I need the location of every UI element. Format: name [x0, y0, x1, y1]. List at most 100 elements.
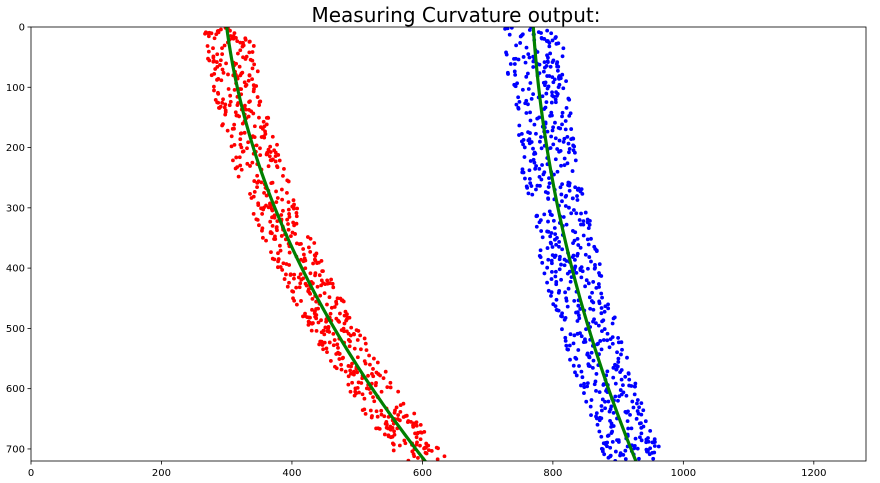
- scatter-point: [299, 299, 303, 303]
- scatter-point: [271, 214, 276, 219]
- scatter-point: [284, 272, 288, 277]
- scatter-point: [577, 316, 582, 321]
- scatter-point: [553, 100, 558, 105]
- scatter-point: [560, 327, 564, 332]
- scatter-point: [290, 289, 295, 294]
- scatter-point: [624, 393, 629, 398]
- scatter-point: [606, 302, 610, 307]
- scatter-point: [557, 267, 562, 272]
- scatter-point: [576, 186, 581, 191]
- scatter-point: [242, 130, 247, 135]
- scatter-point: [434, 445, 439, 450]
- scatter-point: [238, 137, 243, 142]
- scatter-point: [325, 278, 330, 283]
- scatter-point: [556, 64, 561, 69]
- scatter-point: [560, 122, 564, 127]
- scatter-point: [291, 204, 296, 209]
- scatter-point: [547, 181, 552, 186]
- scatter-point: [568, 111, 573, 116]
- scatter-point: [652, 437, 657, 441]
- scatter-point: [573, 158, 578, 163]
- scatter-point: [535, 213, 540, 218]
- scatter-point: [563, 204, 568, 208]
- fit-line-3: [531, 27, 638, 461]
- scatter-point: [553, 304, 558, 309]
- scatter-point: [579, 187, 584, 192]
- scatter-point: [553, 157, 558, 162]
- scatter-point: [366, 373, 370, 378]
- scatter-point: [321, 281, 326, 286]
- scatter-point: [379, 389, 384, 394]
- scatter-point: [292, 298, 297, 303]
- scatter-point: [275, 196, 280, 200]
- scatter-point: [573, 355, 578, 360]
- scatter-point: [519, 132, 524, 136]
- scatter-point: [442, 454, 447, 459]
- scatter-point: [608, 445, 613, 450]
- scatter-point: [564, 79, 568, 83]
- scatter-point: [352, 332, 356, 337]
- scatter-point: [286, 200, 291, 205]
- scatter-point: [393, 408, 397, 413]
- scatter-point: [215, 52, 220, 57]
- scatter-point: [543, 105, 548, 110]
- scatter-point: [308, 271, 313, 276]
- scatter-point: [414, 423, 419, 428]
- scatter-point: [512, 62, 517, 66]
- scatter-point: [548, 51, 553, 56]
- scatter-point: [538, 183, 542, 188]
- scatter-point: [581, 233, 586, 238]
- scatter-point: [540, 94, 545, 99]
- scatter-point: [314, 307, 318, 311]
- scatter-point: [294, 302, 299, 307]
- scatter-point: [610, 335, 615, 340]
- scatter-point: [286, 207, 291, 212]
- scatter-point: [519, 139, 524, 144]
- scatter-point: [232, 122, 237, 127]
- scatter-point: [585, 351, 590, 356]
- scatter-point: [627, 377, 632, 382]
- scatter-point: [560, 182, 565, 187]
- scatter-point: [238, 40, 243, 45]
- scatter-point: [558, 185, 563, 190]
- scatter-point: [307, 290, 312, 295]
- scatter-point: [599, 408, 604, 413]
- scatter-point: [381, 376, 386, 381]
- scatter-point: [388, 380, 393, 385]
- scatter-point: [562, 263, 567, 268]
- scatter-point: [298, 281, 303, 286]
- scatter-point: [348, 389, 353, 394]
- scatter-point: [615, 438, 619, 443]
- scatter-point: [656, 444, 661, 449]
- scatter-point: [594, 321, 598, 326]
- scatter-point: [548, 212, 553, 217]
- scatter-point: [232, 126, 236, 131]
- scatter-point: [255, 95, 260, 99]
- scatter-point: [578, 331, 582, 335]
- scatter-point: [626, 426, 631, 431]
- scatter-point: [594, 249, 599, 254]
- scatter-point: [591, 319, 595, 324]
- scatter-point: [571, 241, 575, 246]
- scatter-point: [228, 93, 233, 98]
- scatter-point: [232, 143, 237, 147]
- scatter-point: [329, 277, 333, 282]
- scatter-point: [246, 114, 251, 119]
- scatter-point: [555, 169, 560, 174]
- scatter-point: [539, 35, 544, 40]
- scatter-point: [526, 52, 531, 56]
- scatter-point: [359, 381, 364, 385]
- scatter-point: [546, 185, 551, 189]
- scatter-point: [570, 196, 575, 201]
- scatter-point: [229, 134, 234, 139]
- scatter-point: [604, 388, 608, 393]
- scatter-point: [231, 34, 236, 38]
- scatter-point: [613, 459, 618, 461]
- scatter-point: [546, 55, 550, 60]
- scatter-point: [570, 255, 575, 259]
- scatter-point: [250, 50, 255, 54]
- scatter-point: [322, 291, 327, 296]
- scatter-point: [238, 48, 243, 53]
- scatter-point: [303, 266, 308, 271]
- scatter-point: [504, 52, 509, 57]
